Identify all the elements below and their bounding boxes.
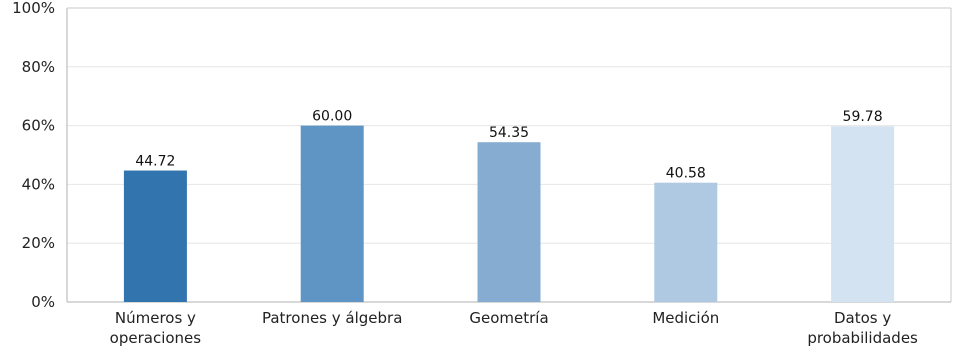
value-label: 54.35 [489, 125, 529, 141]
y-tick-label: 0% [31, 293, 55, 311]
bar [477, 142, 541, 302]
x-category-label: operaciones [110, 329, 202, 347]
value-label: 60.00 [312, 109, 352, 125]
y-tick-label: 60% [22, 117, 55, 135]
x-category-label: Números y [115, 309, 196, 327]
y-tick-label: 100% [12, 0, 55, 17]
x-category-label: probabilidades [807, 329, 918, 347]
y-tick-label: 80% [22, 58, 55, 76]
y-tick-label: 20% [22, 234, 55, 252]
bar [123, 170, 187, 302]
bars [123, 125, 895, 303]
bar [831, 126, 895, 303]
x-category-label: Datos y [834, 309, 891, 327]
x-category-label: Patrones y álgebra [262, 309, 402, 327]
labels: 0% 20% 40% 60% 80% 100% 44.72 Números y operacio… [12, 0, 918, 347]
x-category-label: Geometría [469, 309, 548, 327]
value-label: 40.58 [666, 166, 706, 182]
value-label: 59.78 [843, 109, 883, 125]
bar [300, 125, 364, 302]
bar [654, 182, 718, 302]
y-tick-label: 40% [22, 175, 55, 193]
value-label: 44.72 [135, 154, 175, 170]
x-category-label: Medición [652, 309, 719, 327]
